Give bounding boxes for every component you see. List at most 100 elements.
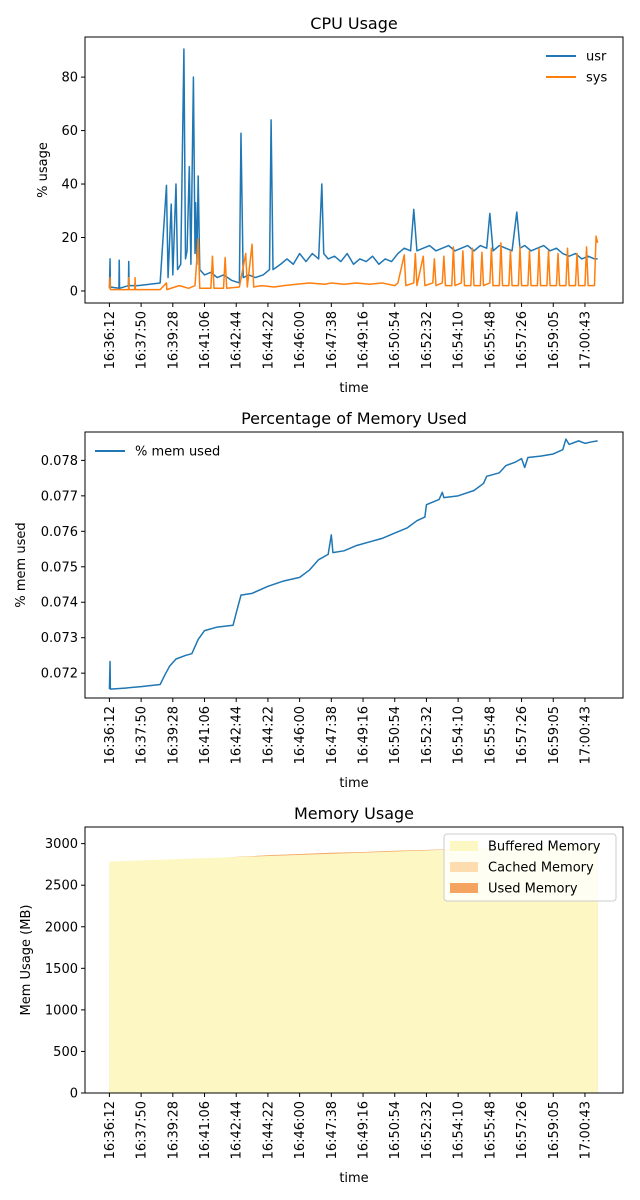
y-tick-label: 3000: [45, 837, 78, 852]
x-tick-label: 16:36:12: [103, 1101, 118, 1159]
x-axis-label: time: [339, 381, 368, 396]
axes-frame: [84, 36, 624, 304]
y-axis-label: % usage: [36, 142, 51, 198]
x-tick-label: 16:41:06: [198, 706, 213, 764]
x-tick-label: 16:41:06: [198, 1101, 213, 1159]
x-tick-label: 16:59:05: [547, 311, 562, 369]
x-tick-label: 16:54:10: [452, 1101, 467, 1159]
legend-box: [443, 833, 617, 902]
y-tick-label: 2500: [45, 879, 78, 894]
y-tick-label: 0.075: [41, 560, 78, 575]
y-tick-label: 1000: [45, 1003, 78, 1018]
x-tick-label: 16:57:26: [515, 311, 530, 369]
y-tick-label: 20: [61, 231, 78, 246]
x-tick-label: 16:50:54: [388, 706, 403, 764]
y-tick-label: 0: [70, 1087, 78, 1102]
x-tick-label: 16:47:38: [325, 1101, 340, 1159]
plot-area: [108, 438, 598, 690]
legend-swatch-cached-memory: [450, 862, 478, 872]
x-tick-label: 16:52:32: [420, 1101, 435, 1159]
x-tick-label: 16:55:48: [483, 311, 498, 369]
y-tick-label: 500: [53, 1045, 78, 1060]
x-tick-label: 16:57:26: [515, 1101, 530, 1159]
x-tick-label: 16:49:16: [357, 706, 372, 764]
series-area-buffered-memory: [109, 844, 598, 1093]
series-line-usr: [108, 48, 598, 290]
legend: Buffered Memory Cached Memory Used Memory: [443, 833, 617, 902]
plot-area: [108, 48, 599, 291]
y-tick-label: 0: [70, 284, 78, 299]
series-line-sys: [108, 235, 599, 291]
x-tick-label: 16:46:00: [293, 311, 308, 369]
y-axis-label: Mem Usage (MB): [19, 905, 34, 1016]
x-tick-label: 16:59:05: [547, 706, 562, 764]
x-tick-label: 16:39:28: [166, 1101, 181, 1159]
x-tick-label: 17:00:43: [578, 311, 593, 369]
x-axis-label: time: [339, 776, 368, 791]
axes-frame: [84, 431, 624, 699]
x-tick-label: 16:47:38: [325, 311, 340, 369]
x-tick-label: 16:54:10: [452, 706, 467, 764]
legend-label-sys: sys: [586, 71, 607, 86]
x-tick-label: 16:55:48: [483, 706, 498, 764]
legend-label-cached-memory: Cached Memory: [488, 861, 594, 876]
x-tick-label: 16:50:54: [388, 311, 403, 369]
x-axis-label: time: [339, 1171, 368, 1186]
x-tick-label: 16:42:44: [230, 706, 245, 764]
y-tick-label: 1500: [45, 962, 78, 977]
x-tick-label: 16:39:28: [166, 311, 181, 369]
axes-frame: [84, 826, 624, 1094]
x-tick-label: 16:49:16: [357, 1101, 372, 1159]
x-tick-label: 16:55:48: [483, 1101, 498, 1159]
y-tick-label: 60: [61, 124, 78, 139]
x-tick-label: 16:47:38: [325, 706, 340, 764]
plot-area: [109, 844, 598, 1093]
legend: usr sys: [546, 50, 607, 86]
y-tick-label: 0.076: [41, 525, 78, 540]
y-tick-label: 0.078: [41, 454, 78, 469]
legend-label-buffered-memory: Buffered Memory: [488, 840, 601, 855]
legend-swatch-buffered-memory: [450, 841, 478, 851]
x-tick-label: 16:52:32: [420, 311, 435, 369]
y-tick-label: 2000: [45, 920, 78, 935]
x-tick-label: 16:36:12: [103, 311, 118, 369]
x-tick-label: 16:44:22: [261, 706, 276, 764]
y-tick-label: 40: [61, 178, 78, 193]
legend-swatch-used-memory: [450, 883, 478, 893]
chart-title: Memory Usage: [294, 804, 414, 823]
y-tick-label: 0.073: [41, 631, 78, 646]
x-tick-label: 16:49:16: [357, 311, 372, 369]
x-tick-label: 16:36:12: [103, 706, 118, 764]
chart-2: Percentage of Memory Used 0.072 0.073 0.074…: [14, 409, 624, 791]
x-tick-label: 16:37:50: [135, 1101, 150, 1159]
chart-3: Memory Usage 0 500 1000 1500 2000 2500 3000 16:3…: [19, 804, 624, 1186]
x-tick-label: 16:42:44: [230, 1101, 245, 1159]
legend-label-usr: usr: [586, 50, 607, 65]
chart-title: CPU Usage: [310, 14, 397, 33]
x-tick-label: 16:46:00: [293, 1101, 308, 1159]
legend-label-used-memory: Used Memory: [488, 882, 578, 897]
y-axis-label: % mem used: [14, 522, 29, 607]
y-tick-label: 0.074: [41, 596, 78, 611]
series-line--mem-used: [108, 438, 598, 690]
x-tick-label: 16:44:22: [261, 1101, 276, 1159]
legend-label-mem: % mem used: [135, 445, 220, 460]
x-tick-label: 17:00:43: [578, 706, 593, 764]
x-tick-label: 16:37:50: [135, 706, 150, 764]
x-tick-label: 16:57:26: [515, 706, 530, 764]
x-tick-label: 16:39:28: [166, 706, 181, 764]
x-tick-label: 16:37:50: [135, 311, 150, 369]
x-tick-label: 16:46:00: [293, 706, 308, 764]
chart-1: CPU Usage 0 20 40 60 80 16:36:12 16:37:50 16:39:…: [36, 14, 624, 396]
chart-title: Percentage of Memory Used: [241, 409, 467, 428]
legend: % mem used: [95, 445, 220, 460]
y-tick-label: 80: [61, 71, 78, 86]
x-tick-label: 16:52:32: [420, 706, 435, 764]
x-tick-label: 16:44:22: [261, 311, 276, 369]
x-tick-label: 17:00:43: [578, 1101, 593, 1159]
x-tick-label: 16:41:06: [198, 311, 213, 369]
x-tick-label: 16:50:54: [388, 1101, 403, 1159]
x-tick-label: 16:54:10: [452, 311, 467, 369]
x-tick-label: 16:42:44: [230, 311, 245, 369]
